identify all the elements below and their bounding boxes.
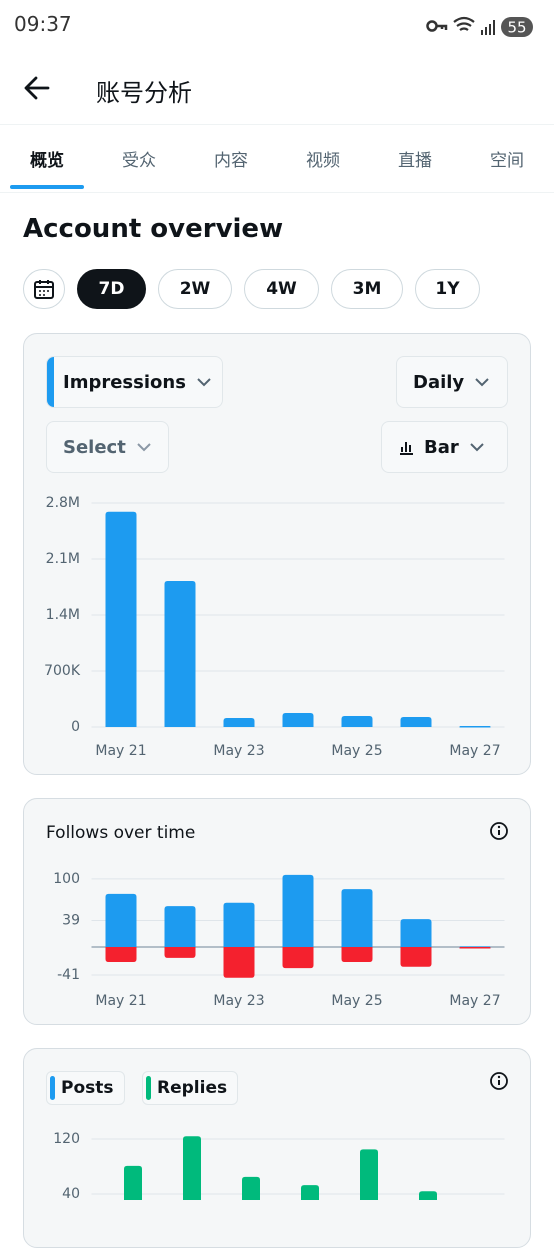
- y-tick-label: 100: [53, 871, 80, 887]
- bar: [341, 889, 373, 948]
- y-tick-label: 1.4M: [46, 607, 80, 623]
- battery-level: 55: [507, 19, 526, 37]
- chevron: [137, 443, 151, 452]
- bar: [223, 902, 255, 948]
- tab[interactable]: 视频: [306, 151, 340, 171]
- bar: [341, 716, 373, 727]
- bar: [183, 1136, 201, 1200]
- follows-chart: -41 39 100 May 21 May 23 May 25 May 27: [53, 871, 505, 1009]
- x-tick-label: May 27: [449, 993, 500, 1009]
- bar: [400, 947, 432, 967]
- posts-chart: 40 120: [53, 1131, 505, 1200]
- x-tick-label: May 23: [213, 743, 264, 759]
- metric-dropdown[interactable]: Impressions: [46, 356, 223, 408]
- range-button[interactable]: 2W: [158, 269, 232, 309]
- tab[interactable]: 内容: [214, 151, 248, 171]
- y-tick-label: -41: [57, 967, 80, 983]
- bar: [341, 947, 373, 963]
- bar: [105, 893, 137, 948]
- info-button[interactable]: [488, 1070, 510, 1092]
- bar: [282, 874, 314, 948]
- chevron: [197, 378, 211, 387]
- bar: [400, 919, 432, 948]
- legend-item[interactable]: Posts: [46, 1071, 125, 1105]
- style-label: Bar: [424, 436, 459, 458]
- tab[interactable]: 受众: [122, 151, 156, 171]
- metric-color: [47, 357, 54, 407]
- divider: [0, 192, 554, 193]
- page-title: 账号分析: [96, 79, 192, 107]
- legend-swatch: [50, 1076, 55, 1100]
- x-tick-label: May 21: [95, 993, 146, 1009]
- calendar-icon: [34, 280, 54, 299]
- x-tick-label: May 25: [331, 743, 382, 759]
- y-tick-label: 0: [71, 719, 80, 735]
- bar: [400, 717, 432, 727]
- tab[interactable]: 空间: [490, 151, 524, 171]
- status-time: 09:37: [14, 12, 72, 36]
- range-button[interactable]: 1Y: [415, 269, 480, 309]
- status-icons: 55: [426, 16, 533, 37]
- range-button[interactable]: 7D: [77, 269, 146, 309]
- bar: [223, 947, 255, 978]
- y-tick-label: 120: [53, 1131, 80, 1147]
- interval-dropdown[interactable]: Daily: [396, 356, 508, 408]
- bar: [164, 947, 196, 958]
- tab[interactable]: 直播: [398, 151, 432, 171]
- compare-dropdown[interactable]: Select: [46, 421, 169, 473]
- chart-title: Follows over time: [46, 823, 196, 843]
- calendar-button[interactable]: [23, 269, 65, 309]
- bar: [360, 1149, 378, 1200]
- bar: [459, 726, 491, 728]
- compare-label: Select: [63, 436, 126, 458]
- y-tick-label: 2.1M: [46, 551, 80, 567]
- interval-label: Daily: [413, 371, 465, 393]
- tab[interactable]: 概览: [30, 151, 64, 171]
- section-heading: Account overview: [23, 214, 284, 244]
- bar: [124, 1165, 142, 1200]
- bar: [459, 947, 491, 949]
- bar: [282, 713, 314, 727]
- tab-indicator: [10, 185, 84, 189]
- bar: [223, 718, 255, 727]
- legend-swatch: [146, 1076, 151, 1100]
- x-tick-label: May 23: [213, 993, 264, 1009]
- y-tick-label: 40: [62, 1186, 80, 1200]
- legend-label: Posts: [61, 1078, 114, 1098]
- bar: [282, 947, 314, 969]
- x-tick-label: May 25: [331, 993, 382, 1009]
- style-dropdown[interactable]: Bar: [381, 421, 508, 473]
- impressions-chart: 0 700K 1.4M 2.1M 2.8M May 21 May 23 May 25 May 2…: [44, 495, 505, 759]
- y-tick-label: 2.8M: [46, 495, 80, 511]
- chevron: [475, 378, 489, 387]
- range-button[interactable]: 3M: [331, 269, 403, 309]
- bar: [242, 1176, 260, 1200]
- metric-label: Impressions: [63, 371, 186, 393]
- bar: [105, 947, 137, 963]
- bar: [105, 511, 137, 727]
- bar-icon: [400, 442, 413, 455]
- info-button[interactable]: [488, 820, 510, 842]
- bar: [301, 1185, 319, 1200]
- y-tick-label: 700K: [44, 663, 81, 679]
- bar: [419, 1191, 437, 1200]
- legend-label: Replies: [157, 1078, 228, 1098]
- y-tick-label: 39: [62, 912, 80, 928]
- back-button[interactable]: [22, 74, 52, 102]
- page: { "status_bar": {"time": "09:37", "batte…: [0, 12, 554, 1248]
- bar: [164, 581, 196, 727]
- divider: [0, 124, 554, 125]
- x-tick-label: May 27: [449, 743, 500, 759]
- chevron: [470, 443, 484, 452]
- range-button[interactable]: 4W: [244, 269, 319, 309]
- bar: [164, 906, 196, 948]
- x-tick-label: May 21: [95, 743, 146, 759]
- legend-item[interactable]: Replies: [142, 1071, 239, 1105]
